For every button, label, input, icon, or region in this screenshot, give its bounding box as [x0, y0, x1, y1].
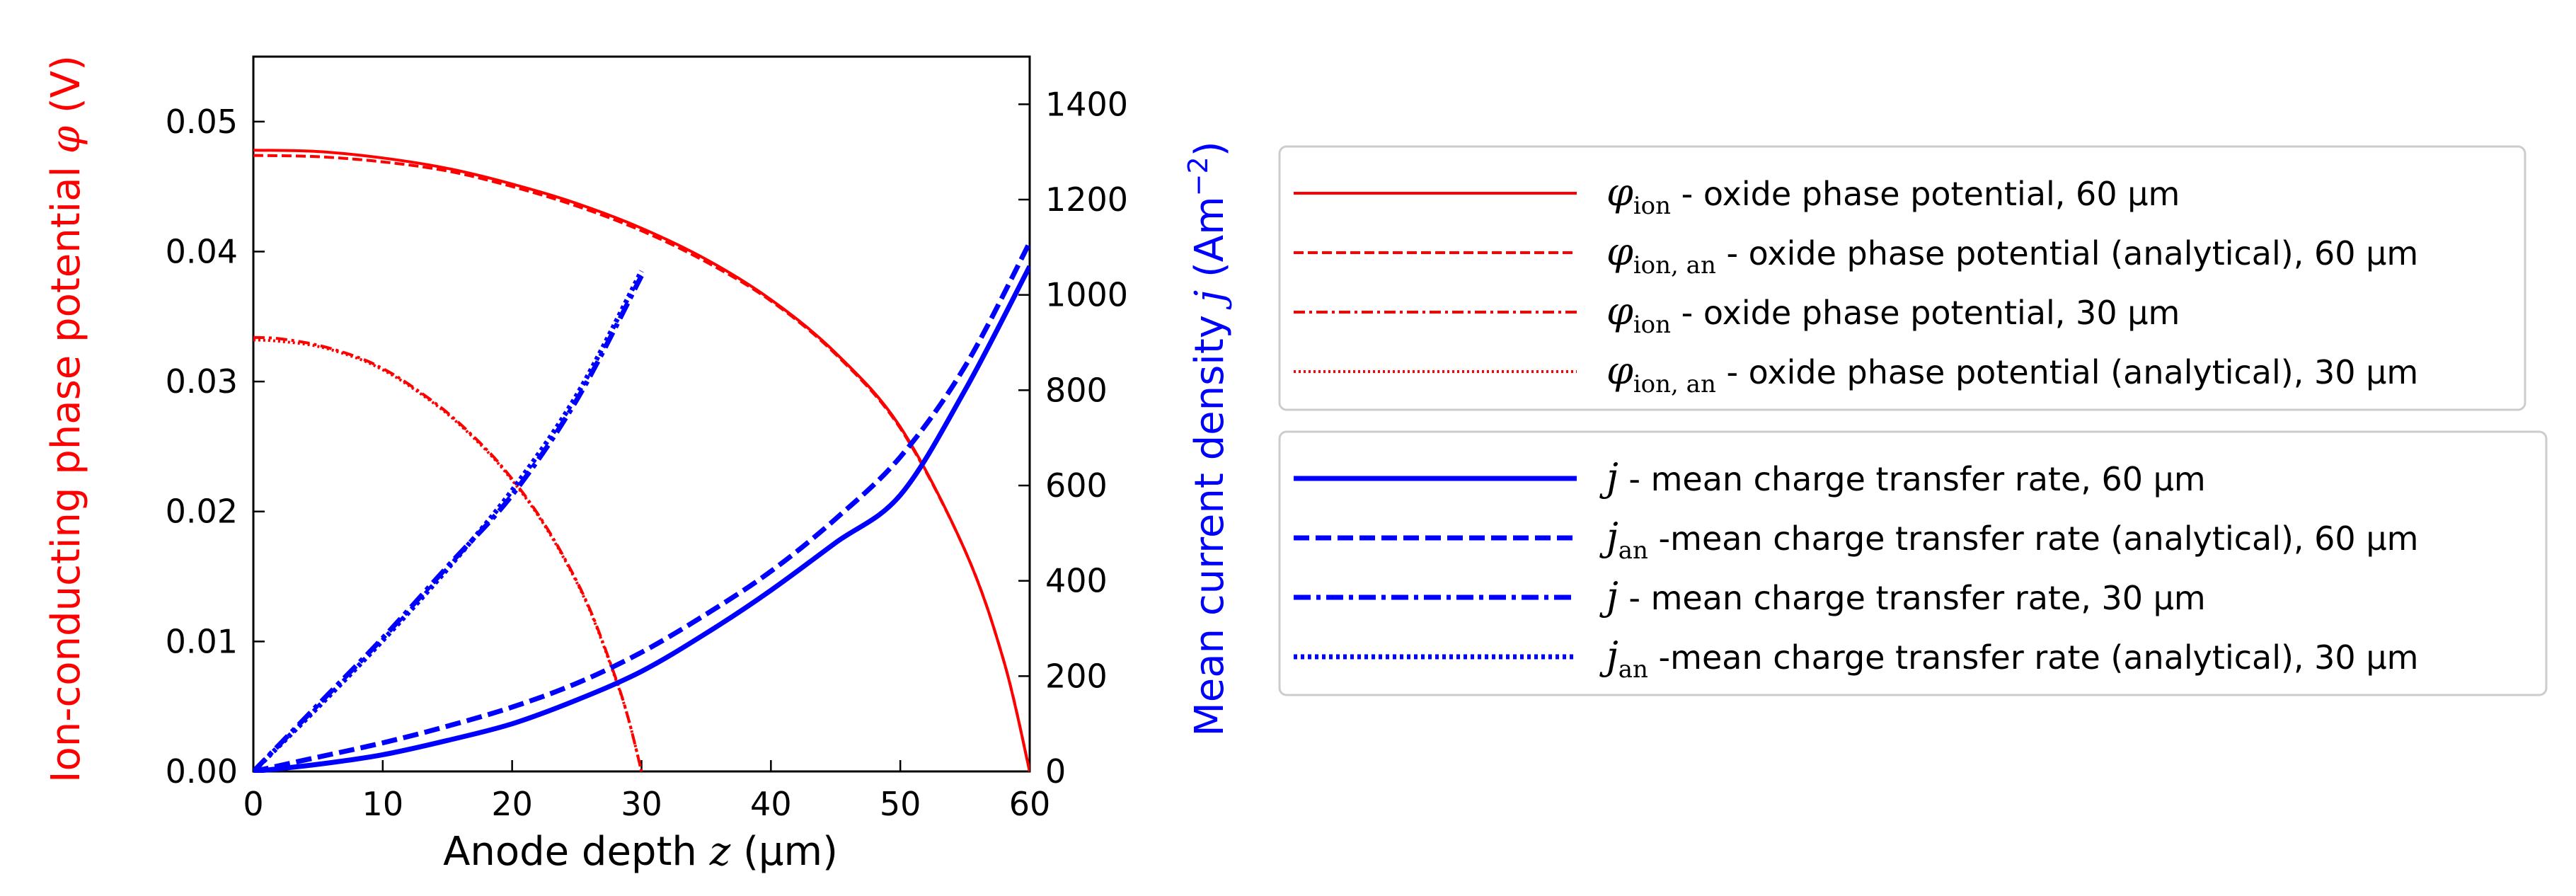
- legend-label-phi_ion_60: φion - oxide phase potential, 60 μm: [1606, 170, 2180, 220]
- y-right-tick-label: 0: [1045, 752, 1066, 791]
- y-right-tick-label: 1400: [1045, 85, 1128, 123]
- x-tick-label: 50: [880, 785, 921, 823]
- legend-blue: j - mean charge transfer rate, 60 μm jan …: [1278, 430, 2548, 696]
- x-tick-label: 30: [621, 785, 662, 823]
- legend-label-phi_ion_an_60: φion, an - oxide phase potential (analyt…: [1606, 229, 2418, 280]
- y-left-tick-label: 0.02: [166, 493, 238, 531]
- x-axis-label: Anode depth z (μm): [443, 829, 838, 875]
- x-tick-label: 40: [750, 785, 792, 823]
- y-right-tick-label: 400: [1045, 562, 1108, 600]
- legend-label-j_30: j - mean charge transfer rate, 30 μm: [1599, 574, 2206, 619]
- legend-label-j_60: j - mean charge transfer rate, 60 μm: [1599, 455, 2206, 500]
- x-tick-label: 20: [491, 785, 533, 823]
- legend-label-phi_ion_an_30: φion, an - oxide phase potential (analyt…: [1606, 348, 2418, 398]
- series-line-j_an_30: [253, 270, 644, 773]
- y-right-tick-label: 200: [1045, 657, 1108, 695]
- series-line-phi_ion_an_30: [253, 338, 643, 772]
- y-right-tick-label: 1200: [1045, 180, 1128, 219]
- y-left-tick-label: 0.05: [166, 103, 238, 141]
- legend-red-box: [1278, 145, 2526, 411]
- plot-area: [252, 55, 1031, 773]
- x-tick-label: 0: [243, 785, 263, 823]
- x-tick-label: 10: [362, 785, 404, 823]
- y-left-tick-label: 0.00: [166, 752, 238, 791]
- x-tick-label: 60: [1009, 785, 1051, 823]
- plot-frame: [252, 55, 1031, 773]
- legend-label-j_an_60: jan -mean charge transfer rate (analytic…: [1599, 515, 2418, 565]
- legend-label-phi_ion_30: φion - oxide phase potential, 30 μm: [1606, 289, 2180, 339]
- y-left-tick-label: 0.01: [166, 622, 238, 660]
- y-left-tick-label: 0.04: [166, 232, 238, 270]
- y-axis-left-label: Ion-conducting phase potential φ (V): [43, 55, 89, 783]
- series-line-phi_ion_30: [253, 335, 643, 772]
- axis-ticks: 0 10 20 30 40 50 60 0.00 0.01 0.02 0.03 0.04 0.05 0 20…: [166, 85, 1129, 823]
- y-right-tick-label: 600: [1045, 466, 1108, 505]
- y-right-tick-label: 800: [1045, 371, 1108, 409]
- y-right-tick-label: 1000: [1045, 276, 1128, 314]
- series-line-j_an_60: [253, 241, 1030, 773]
- series-layer: [253, 149, 1030, 773]
- series-line-phi_ion_an_60: [253, 154, 1030, 772]
- y-axis-right-label: Mean current density j (Am−2): [1183, 141, 1233, 736]
- legend-label-j_an_30: jan -mean charge transfer rate (analytic…: [1599, 633, 2418, 684]
- legend-red: φion - oxide phase potential, 60 μm φion,…: [1278, 145, 2526, 411]
- y-left-tick-label: 0.03: [166, 362, 238, 401]
- series-line-j_60: [253, 265, 1030, 773]
- series-line-phi_ion_60: [253, 149, 1030, 772]
- legend-blue-box: [1278, 430, 2548, 696]
